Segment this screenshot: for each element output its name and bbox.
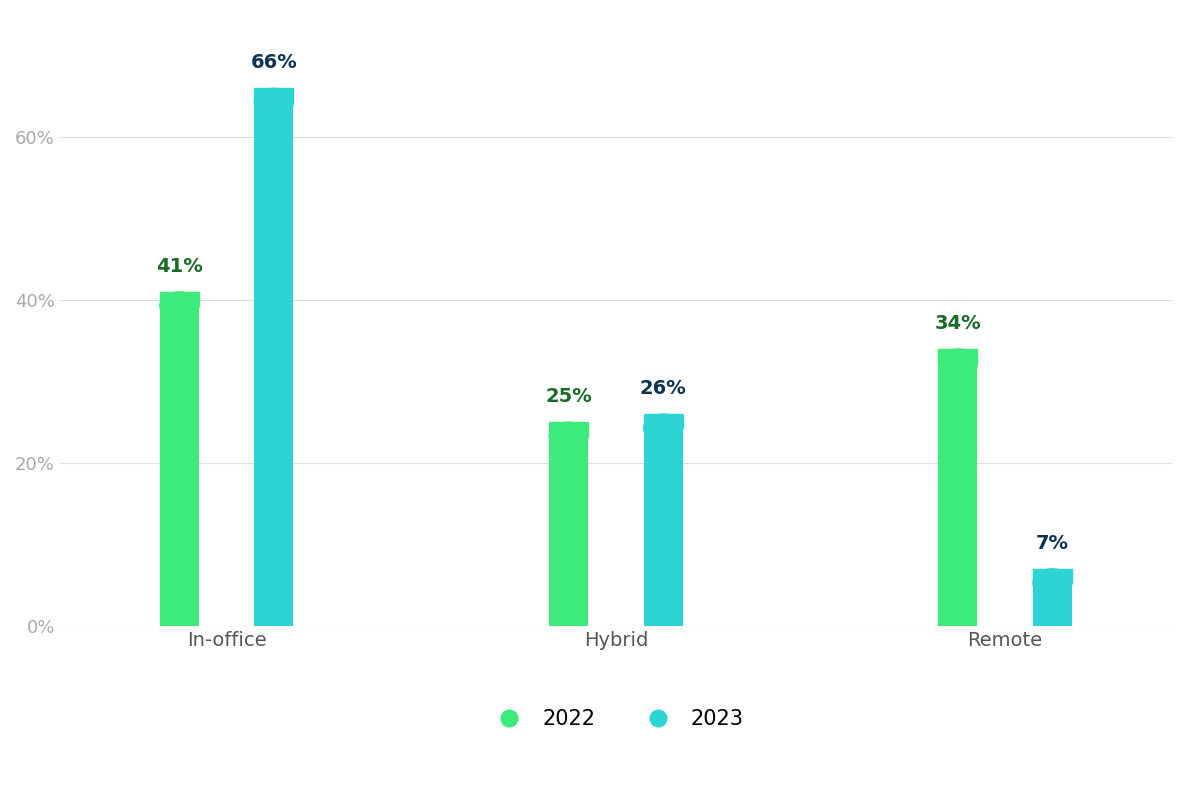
FancyBboxPatch shape bbox=[550, 436, 588, 626]
Legend: 2022, 2023: 2022, 2023 bbox=[480, 701, 753, 737]
Text: 25%: 25% bbox=[545, 387, 592, 406]
Circle shape bbox=[939, 349, 977, 378]
FancyBboxPatch shape bbox=[1033, 583, 1072, 626]
FancyBboxPatch shape bbox=[939, 364, 977, 626]
FancyBboxPatch shape bbox=[160, 307, 198, 626]
Bar bbox=[254, 88, 293, 102]
Text: 41%: 41% bbox=[155, 257, 203, 276]
Circle shape bbox=[550, 422, 588, 451]
Bar bbox=[160, 292, 198, 307]
Bar bbox=[1033, 569, 1072, 583]
FancyBboxPatch shape bbox=[643, 428, 683, 626]
Bar bbox=[939, 349, 977, 364]
Circle shape bbox=[160, 292, 198, 321]
Bar bbox=[643, 414, 683, 428]
Text: 7%: 7% bbox=[1036, 534, 1069, 553]
Circle shape bbox=[254, 88, 293, 116]
Text: 26%: 26% bbox=[640, 379, 686, 398]
Text: 34%: 34% bbox=[934, 314, 982, 333]
Bar bbox=[550, 422, 588, 436]
FancyBboxPatch shape bbox=[254, 102, 293, 626]
Circle shape bbox=[643, 414, 683, 443]
Circle shape bbox=[1033, 569, 1072, 597]
Text: 66%: 66% bbox=[250, 53, 297, 72]
